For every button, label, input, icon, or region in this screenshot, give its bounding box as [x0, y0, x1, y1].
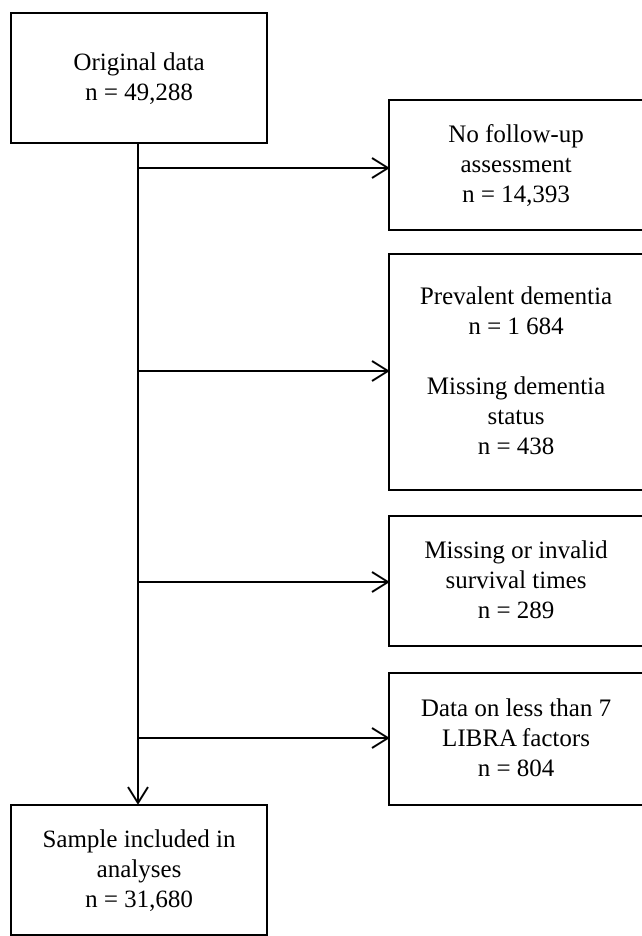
exclusion-line: Prevalent dementia	[419, 283, 613, 310]
original-data-count: n = 49,288	[85, 79, 193, 106]
exclusion-line: No follow-up	[448, 121, 584, 148]
exclusion-line: Missing or invalid	[424, 537, 608, 564]
final-sample-line: Sample included in	[42, 826, 236, 853]
exclusion-line: Data on less than 7	[420, 695, 612, 722]
exclusion-line: Missing dementia	[426, 373, 606, 400]
exclusion-line: survival times	[445, 567, 587, 594]
libra-factors-box: Data on less than 7 LIBRA factors n = 80…	[388, 672, 642, 806]
original-data-box: Original data n = 49,288	[10, 12, 268, 144]
final-sample-line: analyses	[96, 856, 182, 883]
exclusion-count: n = 438	[477, 433, 555, 460]
exclusion-line: status	[487, 403, 545, 430]
exclusion-count: n = 1 684	[468, 313, 564, 340]
original-data-title: Original data	[73, 49, 205, 76]
exclusion-line: assessment	[460, 151, 572, 178]
final-sample-count: n = 31,680	[85, 886, 193, 913]
final-arrowhead	[127, 786, 149, 805]
exclusion-count: n = 289	[477, 597, 555, 624]
exclusion-count: n = 804	[477, 755, 555, 782]
no-follow-up-box: No follow-up assessment n = 14,393	[388, 99, 642, 231]
dementia-exclusion-box: Prevalent dementia n = 1 684 Missing dem…	[388, 253, 642, 491]
final-sample-box: Sample included in analyses n = 31,680	[10, 804, 268, 936]
survival-times-box: Missing or invalid survival times n = 28…	[388, 515, 642, 647]
exclusion-line: LIBRA factors	[442, 725, 590, 752]
exclusion-count: n = 14,393	[462, 181, 570, 208]
